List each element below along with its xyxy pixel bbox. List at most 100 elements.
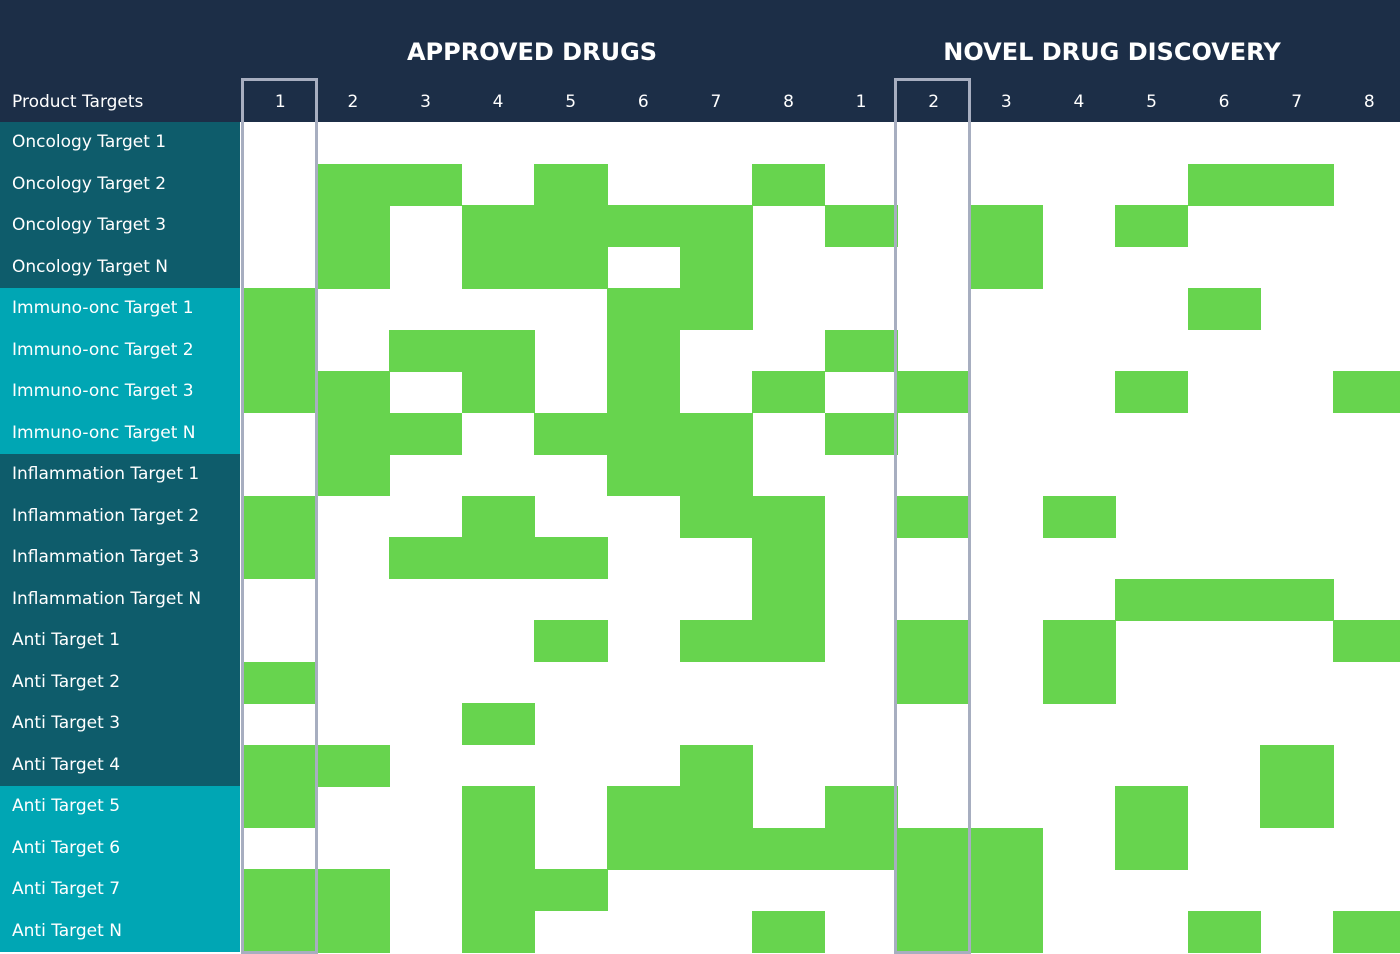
highlighted-column-frame — [241, 78, 318, 954]
heatmap-cell — [679, 744, 753, 787]
heatmap-cell — [316, 163, 390, 206]
heatmap-cell — [607, 329, 681, 372]
column-header: 2 — [928, 92, 940, 112]
row-label: Anti Target 5 — [0, 786, 240, 828]
heatmap-cell — [897, 371, 971, 414]
row-label: Oncology Target N — [0, 246, 240, 288]
heatmap-cell — [1187, 578, 1261, 621]
column-header: 5 — [1146, 92, 1157, 112]
row-label: Anti Target N — [0, 910, 240, 952]
heatmap-cell — [244, 661, 318, 704]
column-header: 7 — [1291, 92, 1303, 112]
heatmap-cell — [679, 412, 753, 455]
heatmap-cell — [752, 620, 826, 663]
heatmap-cell — [824, 827, 898, 870]
column-header: 6 — [637, 92, 649, 112]
heatmap-cell — [824, 329, 898, 372]
product-targets-label: Product Targets — [12, 92, 144, 112]
row-label: Inflammation Target N — [0, 578, 240, 620]
heatmap-cell — [970, 246, 1044, 289]
column-header: 2 — [347, 92, 359, 112]
heatmap-cell — [461, 786, 535, 829]
heatmap-cell — [244, 910, 318, 953]
heatmap-cell — [316, 371, 390, 414]
heatmap-cell — [607, 827, 681, 870]
row-label: Oncology Target 3 — [0, 205, 240, 247]
group-title-novel-drug-discovery: NOVEL DRUG DISCOVERY — [943, 38, 1281, 66]
column-header: 7 — [710, 92, 722, 112]
heatmap-cell — [679, 454, 753, 497]
row-label: Inflammation Target 3 — [0, 537, 240, 579]
heatmap-cell — [1042, 495, 1116, 538]
row-label: Anti Target 6 — [0, 827, 240, 869]
heatmap-cell — [461, 246, 535, 289]
heatmap-cell — [1333, 371, 1400, 414]
row-label: Anti Target 2 — [0, 661, 240, 703]
column-header: 1 — [855, 92, 867, 112]
row-label: Anti Target 1 — [0, 620, 240, 662]
heatmap-cell — [897, 869, 971, 912]
heatmap-cell — [897, 620, 971, 663]
row-label: Immuno-onc Target N — [0, 412, 240, 454]
heatmap-cell — [752, 827, 826, 870]
heatmap-cell — [389, 537, 463, 580]
heatmap-cell — [1260, 578, 1334, 621]
heatmap-cell — [461, 910, 535, 953]
heatmap-cell — [752, 163, 826, 206]
heatmap-cell — [461, 329, 535, 372]
heatmap-cell — [970, 910, 1044, 953]
heatmap-cell — [970, 827, 1044, 870]
heatmap-cell — [607, 371, 681, 414]
heatmap-cell — [244, 744, 318, 787]
heatmap-cell — [244, 537, 318, 580]
heatmap-cell — [607, 288, 681, 331]
heatmap-cell — [970, 205, 1044, 248]
heatmap-cell — [461, 827, 535, 870]
heatmap-cell — [752, 910, 826, 953]
heatmap-cell — [679, 620, 753, 663]
heatmap-cell — [244, 288, 318, 331]
heatmap-cell — [752, 371, 826, 414]
heatmap-cell — [1115, 827, 1189, 870]
heatmap-cell — [534, 163, 608, 206]
row-label: Anti Target 7 — [0, 869, 240, 911]
heatmap-cell — [897, 495, 971, 538]
row-label: Oncology Target 1 — [0, 122, 240, 164]
heatmap-cell — [607, 205, 681, 248]
heatmap-cell — [244, 329, 318, 372]
heatmap-cell — [1187, 163, 1261, 206]
heatmap-cell — [1115, 578, 1189, 621]
heatmap-cell — [752, 495, 826, 538]
row-label: Anti Target 3 — [0, 703, 240, 745]
heatmap-cell — [316, 869, 390, 912]
column-header: 6 — [1218, 92, 1230, 112]
column-header: 8 — [1363, 92, 1375, 112]
heatmap-cell — [534, 620, 608, 663]
heatmap-cell — [316, 454, 390, 497]
heatmap-cell — [607, 786, 681, 829]
heatmap-cell — [1333, 620, 1400, 663]
heatmap-cell — [752, 578, 826, 621]
heatmap-cell — [824, 205, 898, 248]
heatmap-cell — [1260, 786, 1334, 829]
column-header: 1 — [274, 92, 286, 112]
heatmap-cell — [461, 495, 535, 538]
heatmap-cell — [461, 537, 535, 580]
heatmap-cell — [897, 910, 971, 953]
heatmap-cell — [679, 205, 753, 248]
heatmap-cell — [389, 163, 463, 206]
row-label: Immuno-onc Target 3 — [0, 371, 240, 413]
heatmap-cell — [534, 246, 608, 289]
heatmap-cell — [824, 786, 898, 829]
heatmap-cell — [970, 869, 1044, 912]
heatmap-cell — [389, 412, 463, 455]
heatmap-cell — [607, 454, 681, 497]
row-label: Immuno-onc Target 2 — [0, 329, 240, 371]
heatmap-cell — [244, 786, 318, 829]
row-label: Immuno-onc Target 1 — [0, 288, 240, 330]
column-header: 4 — [1073, 92, 1085, 112]
row-label: Oncology Target 2 — [0, 163, 240, 205]
matrix-header: APPROVED DRUGS NOVEL DRUG DISCOVERY Prod… — [0, 0, 1400, 122]
heatmap-cell — [1187, 910, 1261, 953]
